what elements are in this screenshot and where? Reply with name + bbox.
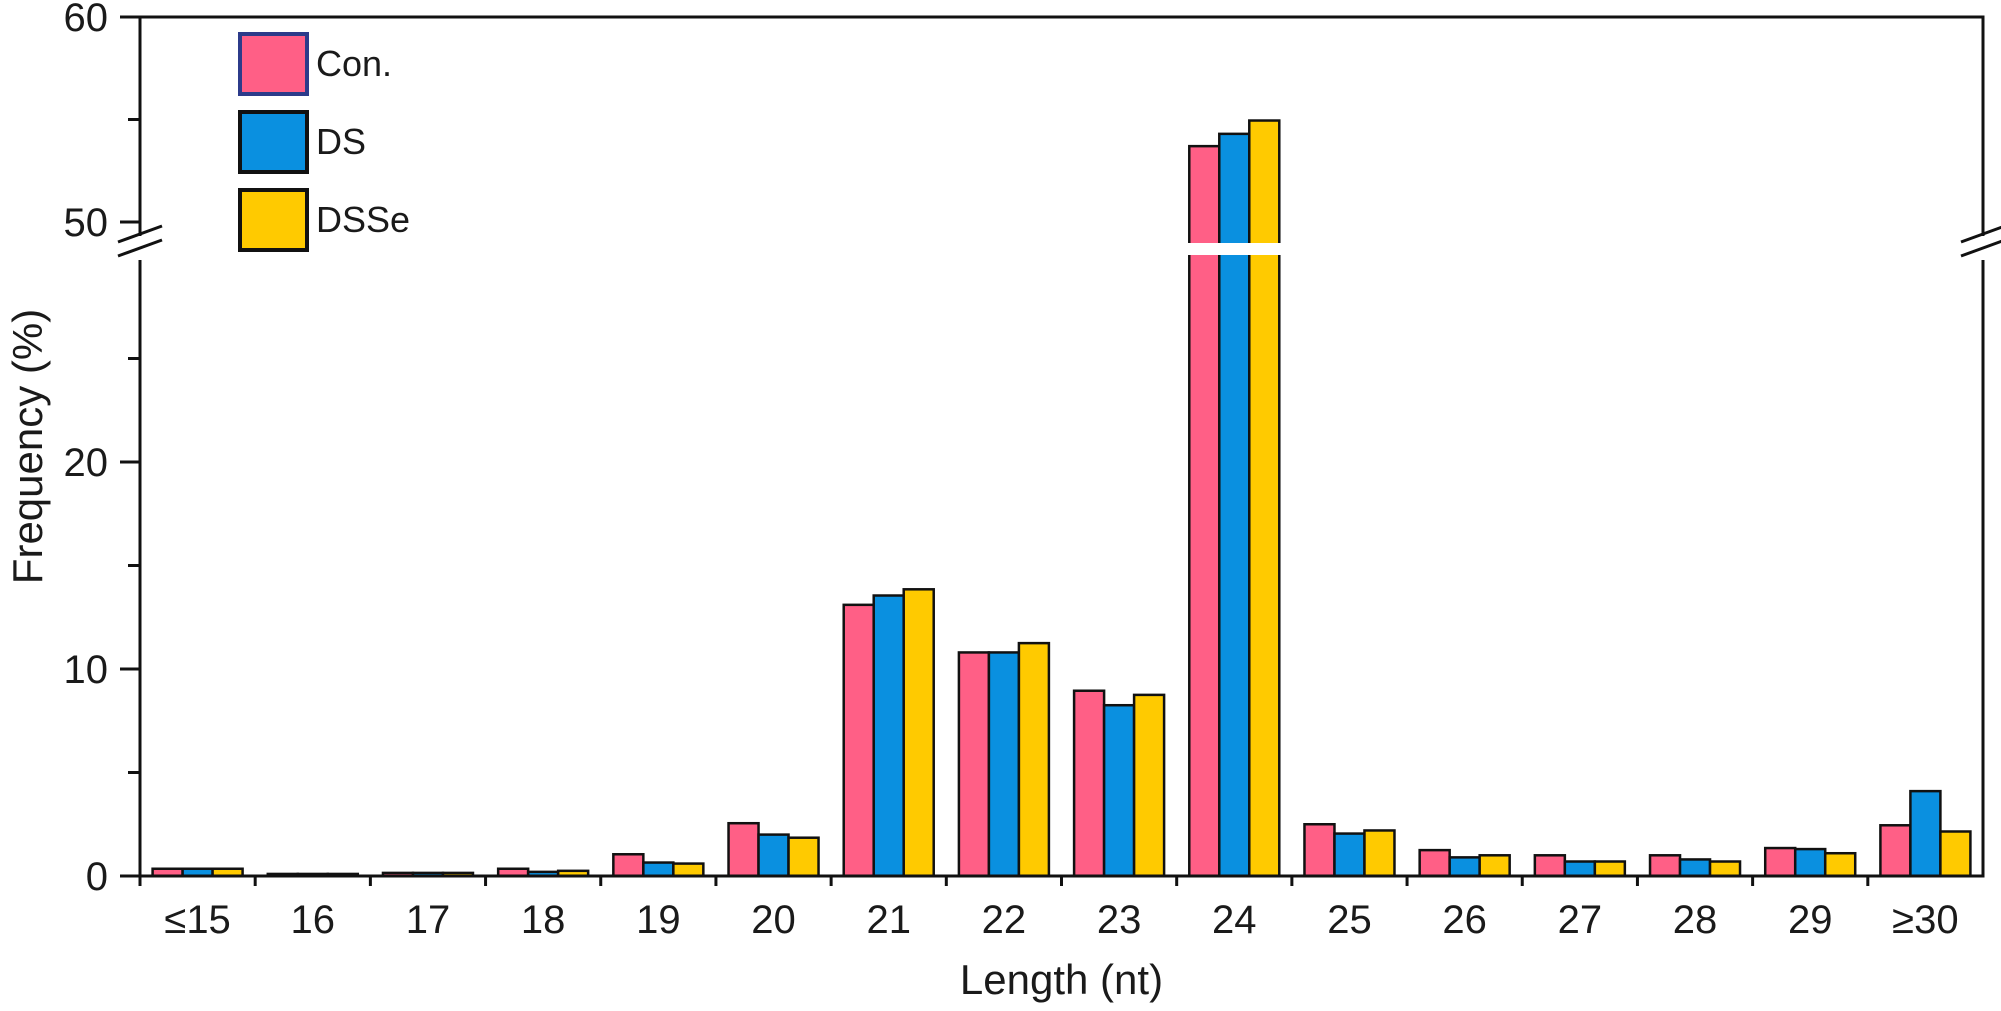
bar-ds-8 <box>1102 703 1136 878</box>
bar-dsse-15 <box>1939 830 1972 878</box>
y-tick-label-20: 20 <box>64 441 109 485</box>
bar-con-6 <box>842 603 875 878</box>
bar-ds-5 <box>757 833 790 878</box>
x-tick-label: 21 <box>866 898 911 942</box>
x-tick-label: ≥30 <box>1892 898 1958 942</box>
x-tick-label: 18 <box>521 898 566 942</box>
y-axis-title: Frequency (%) <box>4 309 51 584</box>
bar-dsse-9 <box>1248 119 1281 878</box>
x-tick-label: ≤15 <box>164 898 230 942</box>
bar-dsse-13 <box>1708 860 1742 878</box>
bar-con-12 <box>1533 854 1567 878</box>
bar-con-10 <box>1303 823 1336 878</box>
bar-ds-14 <box>1793 847 1827 878</box>
axis-break-gap <box>1178 243 1290 255</box>
legend-label-dsse: DSSe <box>316 199 410 240</box>
bar-ds-12 <box>1563 860 1597 878</box>
bar-ds-15 <box>1909 789 1942 878</box>
bar-con-8 <box>1072 689 1106 878</box>
bar-con-9 <box>1188 144 1221 878</box>
x-tick-label: 22 <box>982 898 1027 942</box>
legend-swatch-con <box>238 32 309 96</box>
x-tick-label: 27 <box>1558 898 1603 942</box>
bar-dsse-10 <box>1363 829 1396 878</box>
bar-con-14 <box>1763 846 1797 878</box>
y-tick-label-0: 0 <box>86 855 108 899</box>
ticks-layer: 0 10 20 50 60 ≤15 16 17 18 19 20 21 22 23 24 25 26 27 28 29… <box>64 0 1959 942</box>
bar-con-7 <box>957 651 991 878</box>
bar-dsse-5 <box>787 836 820 878</box>
bar-dsse-4 <box>672 862 705 878</box>
y-tick-label-50: 50 <box>64 201 109 245</box>
bar-ds-11 <box>1448 856 1481 878</box>
axis-break-mark-right-0 <box>1960 225 2001 244</box>
x-tick-label: 24 <box>1212 898 1257 942</box>
x-tick-label: 26 <box>1442 898 1487 942</box>
bar-con-13 <box>1648 854 1682 878</box>
y-tick-label-60: 60 <box>64 0 109 40</box>
x-tick-label: 25 <box>1327 898 1372 942</box>
bar-ds-7 <box>987 651 1021 878</box>
bar-con-5 <box>727 821 760 878</box>
bar-dsse-8 <box>1132 693 1166 878</box>
axis-break-mark-left-0 <box>117 224 163 244</box>
legend-label-ds: DS <box>316 121 366 162</box>
plot-border <box>138 15 1985 878</box>
bar-dsse-12 <box>1593 860 1627 878</box>
bar-con-15 <box>1879 824 1912 878</box>
axis-break-mark-left-1 <box>117 238 163 258</box>
x-tick-label: 19 <box>636 898 681 942</box>
x-tick-label: 23 <box>1097 898 1142 942</box>
legend: Con. DS DSSe <box>238 32 410 252</box>
x-axis-title: Length (nt) <box>960 956 1163 1003</box>
x-tick-label: 28 <box>1673 898 1718 942</box>
bar-ds-10 <box>1333 832 1366 878</box>
x-tick-label: 29 <box>1788 898 1833 942</box>
bar-con-4 <box>612 853 645 878</box>
bar-dsse-7 <box>1017 641 1051 878</box>
bar-ds-4 <box>642 861 675 878</box>
bar-dsse-6 <box>902 588 935 878</box>
bar-ds-13 <box>1678 858 1712 878</box>
x-tick-label: 16 <box>291 898 336 942</box>
legend-swatch-dsse <box>238 188 309 252</box>
bar-dsse-11 <box>1478 854 1511 878</box>
bar-ds-6 <box>872 594 905 878</box>
axis-break-mark-right-1 <box>1960 239 2001 258</box>
bars-layer <box>151 119 1972 878</box>
legend-label-con: Con. <box>316 43 392 84</box>
bar-dsse-14 <box>1823 851 1857 878</box>
plot-frame <box>117 15 2001 878</box>
x-tick-label: 17 <box>406 898 451 942</box>
x-tick-label: 20 <box>751 898 796 942</box>
y-tick-label-10: 10 <box>64 648 109 692</box>
legend-swatch-ds <box>238 110 309 174</box>
bar-con-11 <box>1418 848 1451 878</box>
